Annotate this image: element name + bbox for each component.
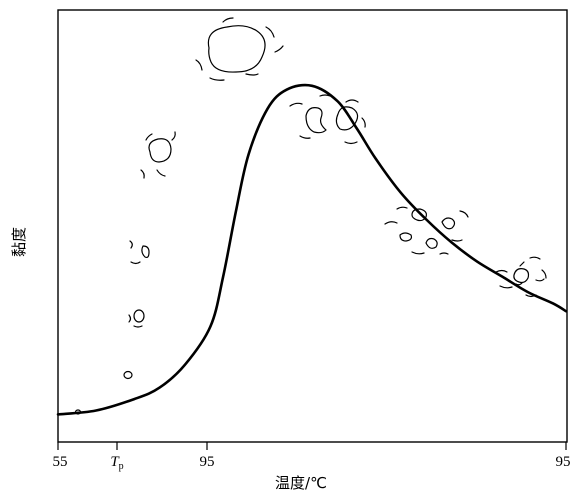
granule-fragment-icon bbox=[289, 94, 366, 145]
x-tick-label: 95 bbox=[556, 454, 571, 470]
granule-swelling-icon bbox=[128, 309, 145, 328]
granule-dispersed-icon bbox=[384, 206, 469, 255]
x-tick-label-tp: Tp bbox=[110, 454, 123, 472]
x-tick-label: 95 bbox=[200, 454, 215, 470]
granule-swollen-icon bbox=[140, 131, 176, 179]
granule-native-icon bbox=[74, 409, 82, 415]
x-tick-label-tp-main: T bbox=[110, 454, 120, 470]
granule-small-icon bbox=[123, 370, 133, 380]
granule-illustrations bbox=[74, 17, 547, 415]
granule-swelling-2-icon bbox=[129, 240, 150, 265]
x-axis-label: 温度/℃ bbox=[275, 474, 327, 492]
x-tick-label-tp-sub: p bbox=[119, 461, 124, 472]
x-axis: 55 Tp 95 95 bbox=[53, 442, 571, 472]
viscosity-curve bbox=[56, 83, 568, 416]
granule-peak-icon bbox=[195, 17, 284, 81]
plot-frame bbox=[57, 9, 568, 443]
granule-final-icon bbox=[495, 256, 547, 298]
x-tick-label: 55 bbox=[53, 454, 68, 470]
y-axis-label: 黏度 bbox=[10, 227, 28, 257]
